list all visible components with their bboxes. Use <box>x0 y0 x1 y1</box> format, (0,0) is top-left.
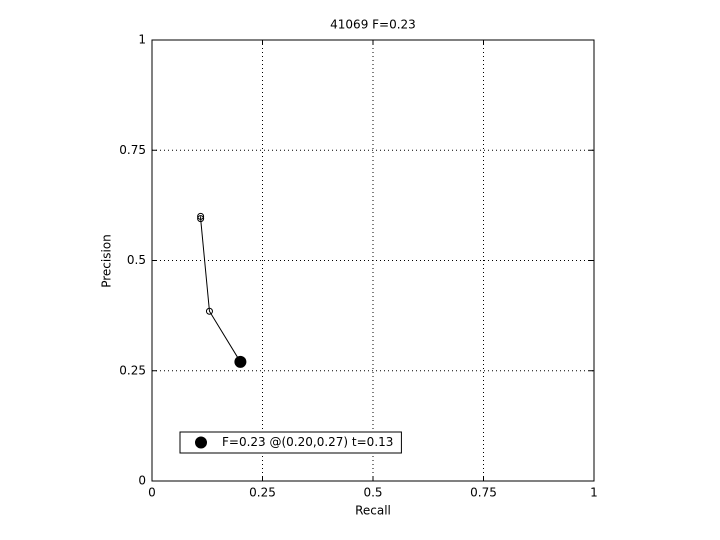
data-point <box>234 355 247 368</box>
x-axis-label: Recall <box>355 504 391 518</box>
x-tick-label: 1 <box>590 486 598 500</box>
x-tick-label: 0.25 <box>249 486 276 500</box>
x-tick-label: 0 <box>148 486 156 500</box>
data-point <box>197 212 205 220</box>
y-axis-label: Precision <box>100 234 114 288</box>
data-point <box>205 307 213 315</box>
x-tick-label: 0.75 <box>470 486 497 500</box>
y-tick-label: 1 <box>138 33 146 47</box>
y-tick-label: 0.25 <box>119 363 146 377</box>
data-point <box>197 215 205 223</box>
legend-box <box>179 431 402 454</box>
legend-marker <box>195 436 207 449</box>
y-tick-label: 0.5 <box>127 253 146 267</box>
y-tick-label: 0.75 <box>119 143 146 157</box>
legend-label: F=0.23 @(0.20,0.27) t=0.13 <box>222 435 393 449</box>
series-line <box>200 216 241 363</box>
chart-title: 41069 F=0.23 <box>330 18 416 32</box>
y-tick-label: 0 <box>138 474 146 488</box>
x-tick-label: 0.5 <box>363 486 382 500</box>
axes-box <box>151 39 595 482</box>
